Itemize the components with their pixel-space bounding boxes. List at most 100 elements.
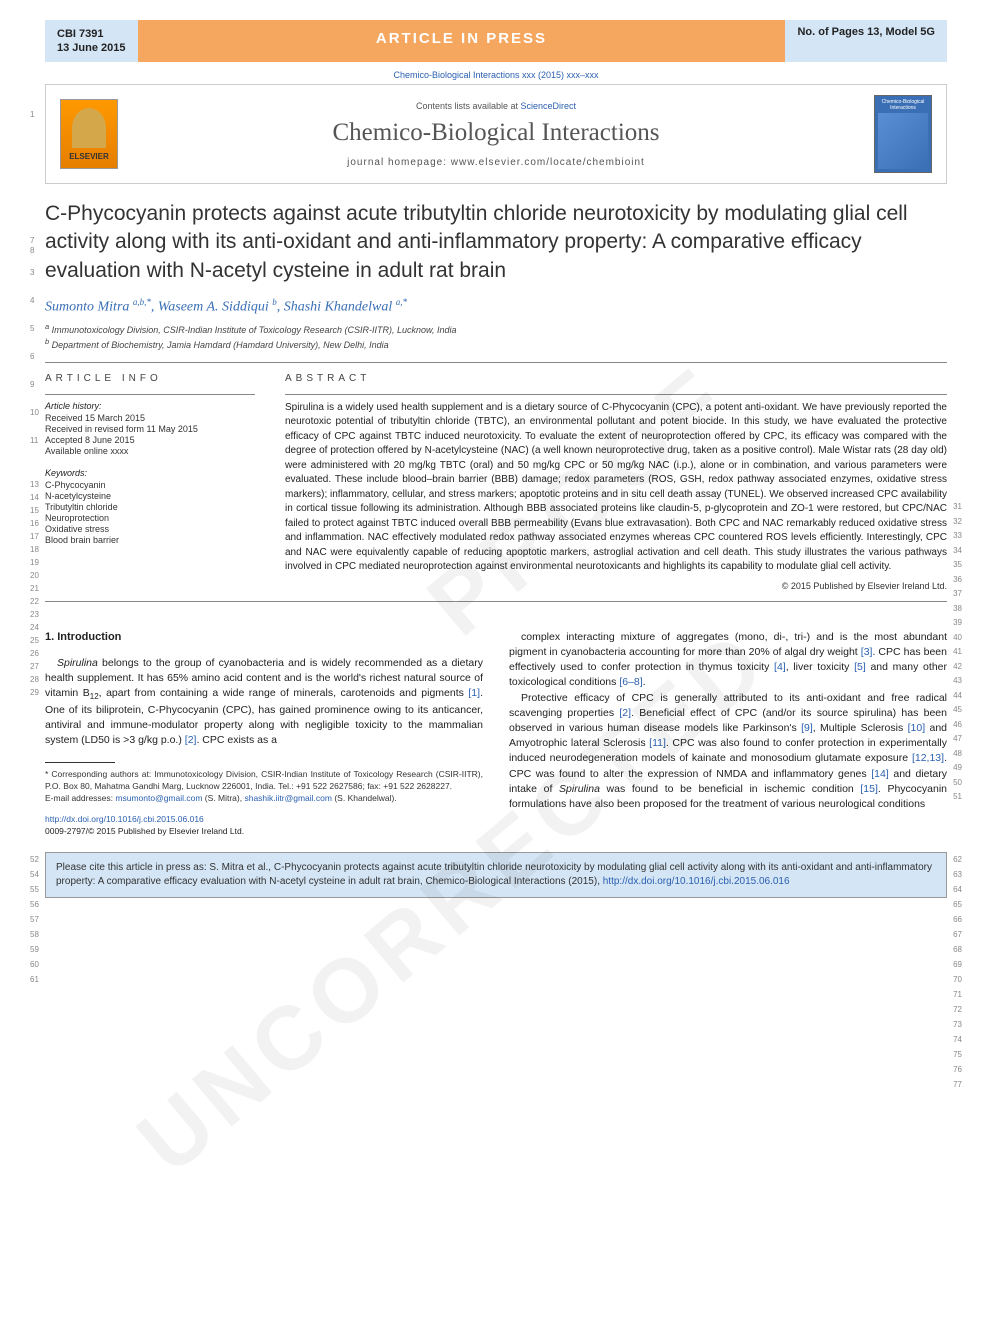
line-number: 44 [953,691,962,700]
line-number: 20 [30,571,39,580]
affiliation: a Immunotoxicology Division, CSIR-Indian… [45,322,947,335]
email-name-2: (S. Khandelwal). [332,793,397,803]
history-heading: Article history: [45,401,255,411]
line-number: 76 [953,1065,962,1074]
line-number: 68 [953,945,962,954]
journal-name: Chemico-Biological Interactions [134,119,858,147]
body-column-right: complex interacting mixture of aggregate… [509,630,947,838]
line-number: 17 [30,532,39,541]
email-footnote: E-mail addresses: msumonto@gmail.com (S.… [45,793,483,805]
line-number: 77 [953,1080,962,1089]
email-link-1[interactable]: msumonto@gmail.com [115,793,202,803]
keyword-line: N-acetylcysteine [45,491,255,501]
line-number: 62 [953,855,962,864]
line-number: 46 [953,720,962,729]
line-number: 11 [30,436,38,445]
line-number: 19 [30,558,39,567]
keyword-line: Oxidative stress [45,524,255,534]
line-number: 50 [953,778,962,787]
divider [45,362,947,363]
line-number: 65 [953,900,962,909]
history-line: Accepted 8 June 2015 [45,435,255,445]
line-number: 3 [30,268,34,277]
line-number: 31 [953,502,962,511]
line-number: 1 [30,110,34,119]
line-number: 71 [953,990,962,999]
homepage-prefix: journal homepage: [347,157,451,168]
abstract-column: ABSTRACT Spirulina is a widely used heal… [285,373,947,591]
history-line: Available online xxxx [45,446,255,456]
line-number: 56 [30,900,39,909]
line-number: 21 [30,584,39,593]
line-number: 51 [953,792,962,801]
line-number: 37 [953,589,962,598]
keywords-heading: Keywords: [45,468,255,478]
elsevier-logo: ELSEVIER [60,99,118,169]
article-in-press-banner: ARTICLE IN PRESS [138,20,786,62]
email-link-2[interactable]: shashik.iitr@gmail.com [244,793,332,803]
journal-header-box: ELSEVIER Contents lists available at Sci… [45,84,947,184]
divider [45,394,255,395]
affiliation: b Department of Biochemistry, Jamia Hamd… [45,337,947,350]
line-number: 25 [30,636,39,645]
line-number: 41 [953,647,962,656]
line-number: 59 [30,945,39,954]
journal-center: Contents lists available at ScienceDirec… [134,101,858,168]
line-number: 38 [953,604,962,613]
keyword-line: Blood brain barrier [45,535,255,545]
footnote-separator [45,762,115,763]
cover-image [878,113,928,169]
line-number: 42 [953,662,962,671]
keyword-line: C-Phycocyanin [45,480,255,490]
body-paragraph: complex interacting mixture of aggregate… [509,630,947,691]
journal-homepage: journal homepage: www.elsevier.com/locat… [134,157,858,168]
elsevier-tree-icon [72,108,106,148]
line-number: 60 [30,960,39,969]
doi-block: http://dx.doi.org/10.1016/j.cbi.2015.06.… [45,813,483,838]
body-column-left: 1. Introduction Spirulina belongs to the… [45,630,483,838]
line-number: 57 [30,915,39,924]
citation-box: Please cite this article in press as: S.… [45,852,947,898]
title-block: C-Phycocyanin protects against acute tri… [45,200,947,350]
article-title: C-Phycocyanin protects against acute tri… [45,200,947,285]
line-number: 14 [30,493,39,502]
section-heading-intro: 1. Introduction [45,630,483,646]
article-info-label: ARTICLE INFO [45,373,255,384]
abstract-text: Spirulina is a widely used health supple… [285,401,947,575]
line-number: 48 [953,749,962,758]
doi-link[interactable]: http://dx.doi.org/10.1016/j.cbi.2015.06.… [45,814,204,824]
line-number: 9 [30,380,34,389]
line-number: 24 [30,623,39,632]
line-number: 35 [953,560,962,569]
line-number: 22 [30,597,39,606]
abstract-label: ABSTRACT [285,373,947,384]
line-number: 43 [953,676,962,685]
line-number: 66 [953,915,962,924]
line-number: 55 [30,885,39,894]
divider [45,601,947,602]
line-number: 18 [30,545,39,554]
line-number: 49 [953,763,962,772]
line-number: 72 [953,1005,962,1014]
line-number: 13 [30,480,39,489]
line-number: 33 [953,531,962,540]
line-number: 27 [30,662,39,671]
line-number: 28 [30,675,39,684]
email-label: E-mail addresses: [45,793,115,803]
article-info-column: ARTICLE INFO Article history: Received 1… [45,373,255,591]
line-number: 15 [30,506,39,515]
info-abstract-row: ARTICLE INFO Article history: Received 1… [45,373,947,591]
header-pages: No. of Pages 13, Model 5G [785,20,947,62]
contents-prefix: Contents lists available at [416,101,521,111]
line-number: 8 [30,246,34,255]
line-number: 63 [953,870,962,879]
journal-reference: Chemico-Biological Interactions xxx (201… [45,70,947,80]
line-number: 74 [953,1035,962,1044]
elsevier-name: ELSEVIER [69,152,109,161]
line-number: 32 [953,517,962,526]
line-number: 52 [30,855,39,864]
line-number: 6 [30,352,34,361]
homepage-url[interactable]: www.elsevier.com/locate/chembioint [451,157,645,168]
line-number: 73 [953,1020,962,1029]
sciencedirect-link[interactable]: ScienceDirect [521,101,577,111]
